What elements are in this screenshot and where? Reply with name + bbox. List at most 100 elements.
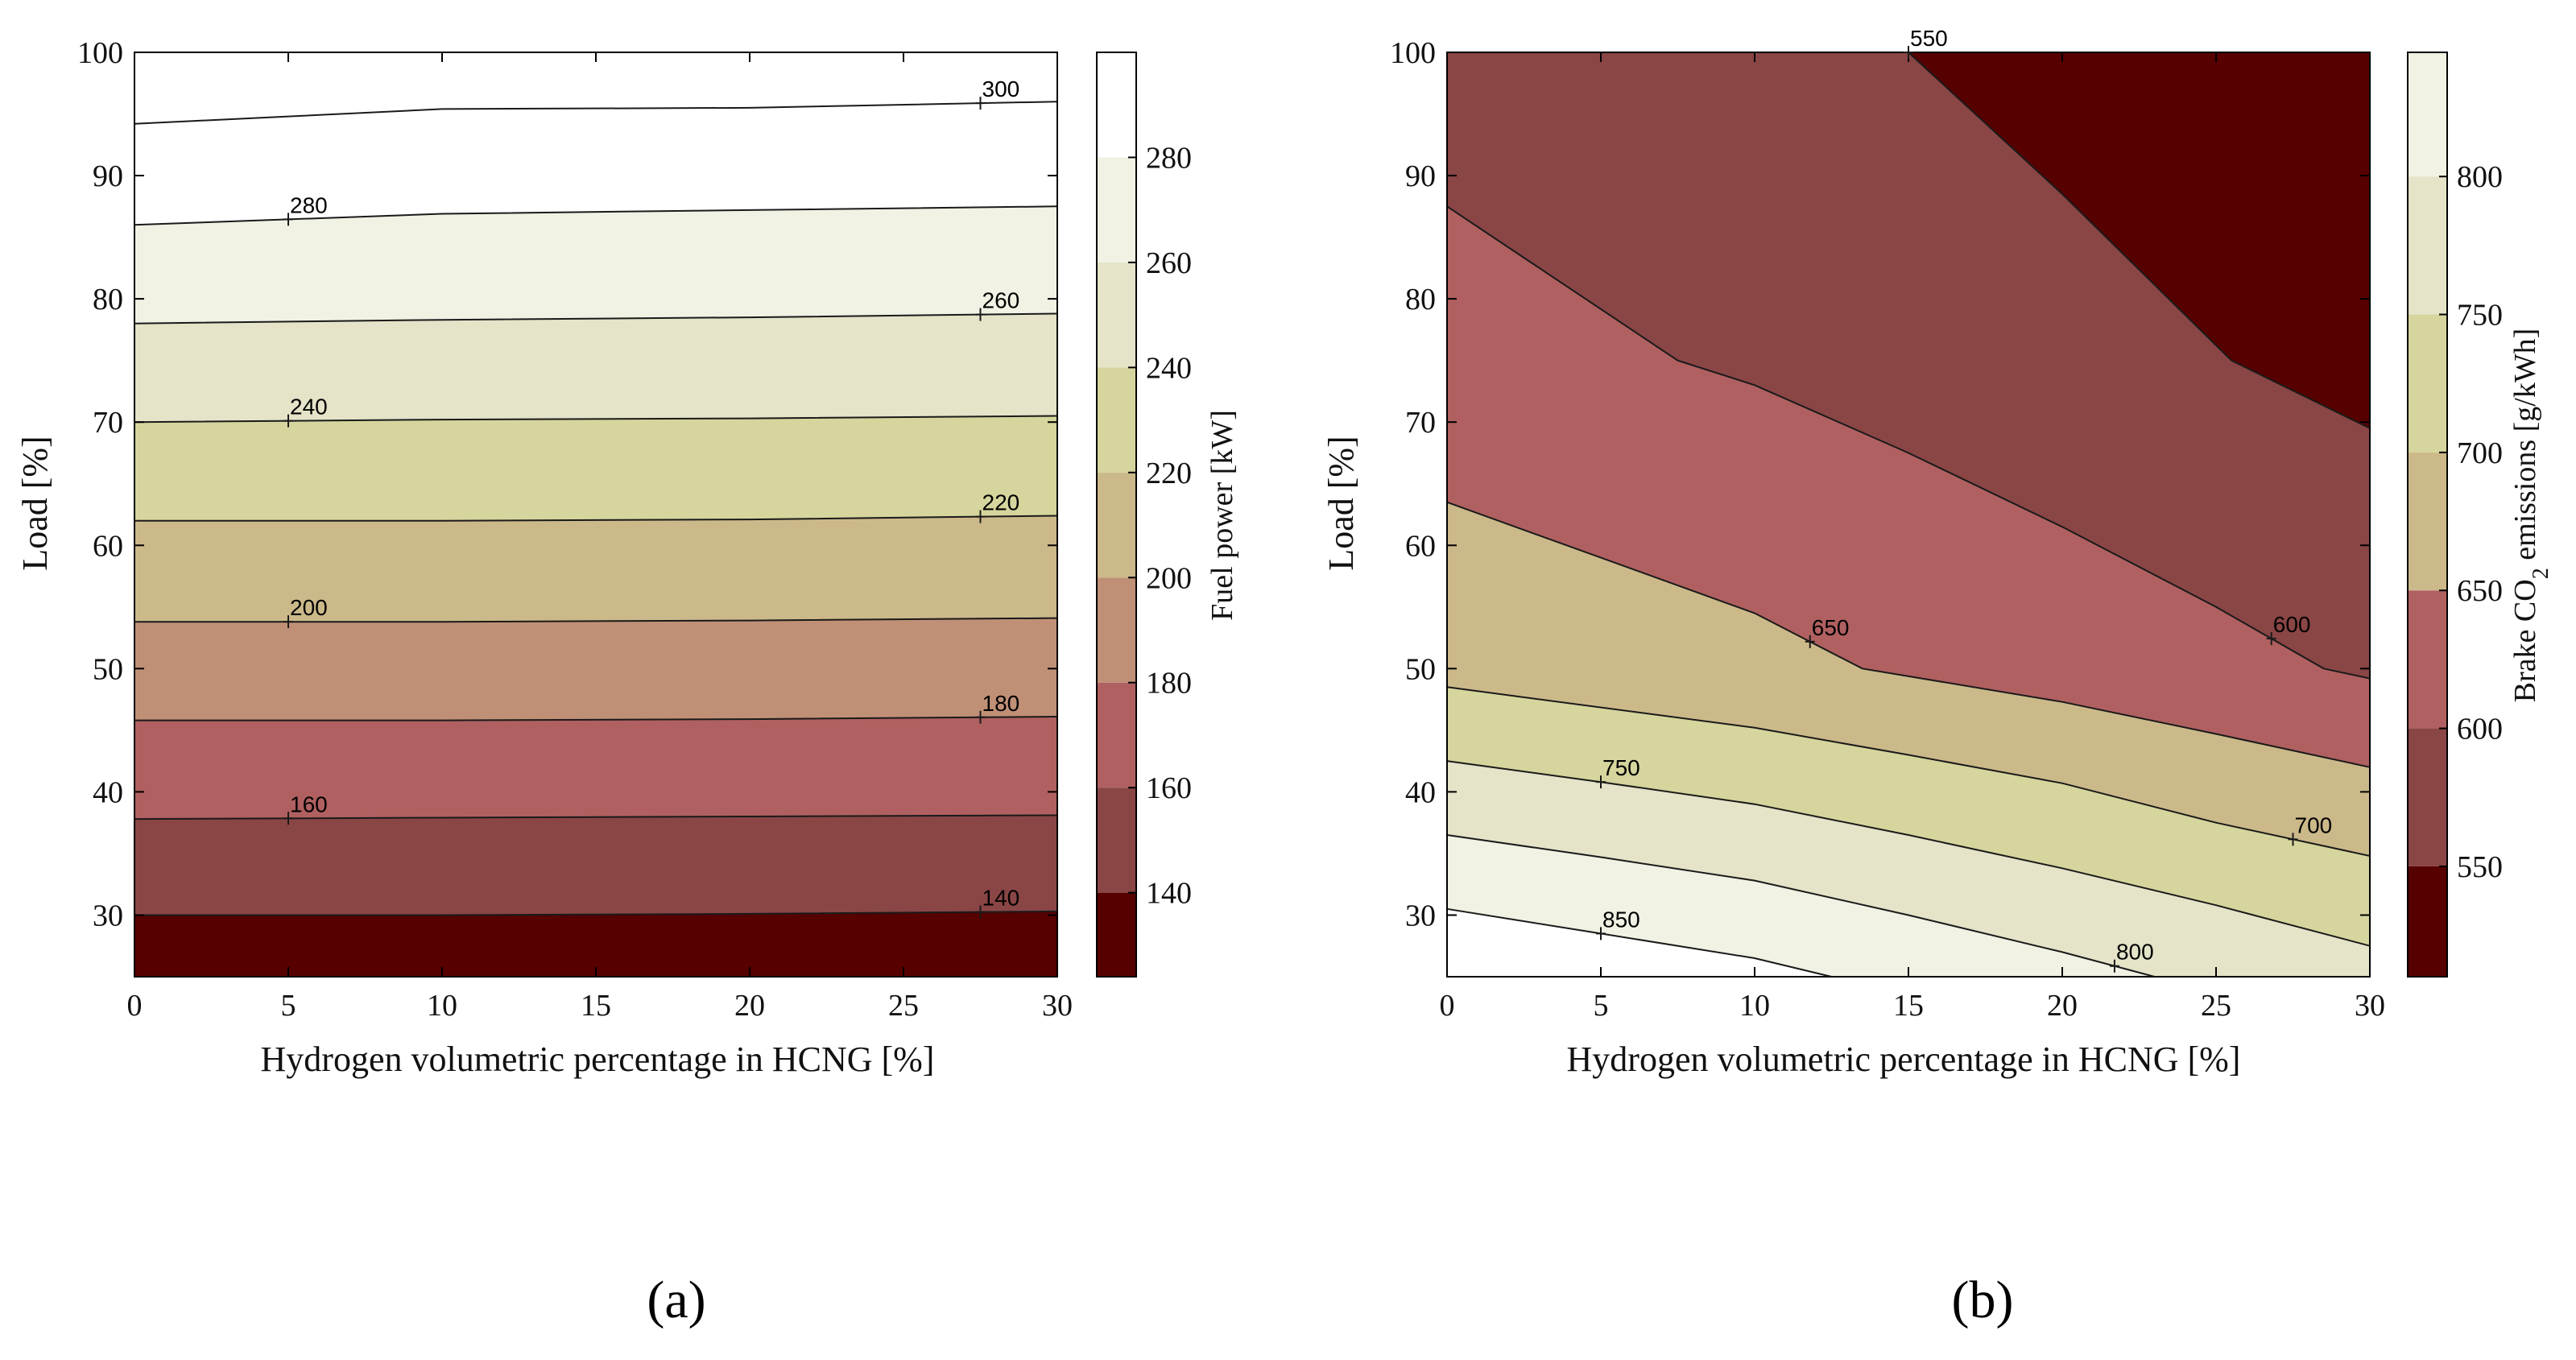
panel-b-y-ticks: 30 40 50 60 70 80 90 100 [1390,36,2370,932]
contour-line-550 [1908,52,2371,429]
colorbar-label-part-1: Brake CO [2508,579,2542,702]
colorbar-frame [1096,52,1137,978]
y-tick-label-90: 90 [93,159,123,193]
colorbar-segment-5 [2408,176,2447,315]
panel-b-colorbar: 550 600 650 700 750 800 [2407,52,2503,978]
contour-label-marker-700 [2288,833,2298,846]
colorbar-segment-4 [2408,314,2447,453]
contour-label-marker-140 [975,905,986,919]
y-tick-label-80: 80 [1405,283,1436,316]
colorbar-tick-label-280: 280 [1146,141,1192,175]
y-tick-label-50: 50 [93,652,123,686]
contour-label-240: 240 [290,395,328,420]
contour-line-600 [1446,205,2371,680]
colorbar-segment-3 [2408,452,2447,591]
panel-a-contour-fills [134,52,1057,978]
y-tick-label-30: 30 [93,899,123,932]
contour-label-650: 650 [1812,615,1850,640]
colorbar-label-subscript: 2 [2528,568,2553,579]
contour-label-marker-160 [283,812,293,825]
x-tick-label-25: 25 [2201,989,2231,1023]
x-tick-label-5: 5 [1594,989,1609,1023]
x-tick-label-0: 0 [127,989,143,1023]
contour-label-550: 550 [1910,26,1948,51]
contour-line-180 [134,716,1058,721]
contour-label-280: 280 [290,192,328,217]
contour-label-marker-300 [975,97,986,110]
panel-a-x-axis-label: Hydrogen volumetric percentage in HCNG [… [261,1040,935,1079]
contour-line-220 [134,515,1058,522]
contour-label-160: 160 [290,792,328,816]
colorbar-segment-6 [1097,262,1136,368]
colorbar-tick-label-220: 220 [1146,457,1192,490]
panel-a-label: (a) [647,1271,705,1329]
y-tick-label-80: 80 [93,283,123,316]
panel-a-x-ticks: 0 5 10 15 20 25 30 [127,52,1073,1023]
contour-label-260: 260 [982,288,1020,313]
contour-label-750: 750 [1602,755,1640,780]
y-tick-label-90: 90 [1405,159,1436,193]
contour-line-260 [134,312,1058,324]
colorbar-tick-label-650: 650 [2457,574,2503,608]
contour-band-850 [1447,908,1832,977]
colorbar-frame [2407,52,2448,978]
contour-line-650 [1446,501,2371,768]
x-tick-label-10: 10 [427,989,457,1023]
colorbar-segment-7 [1097,157,1136,262]
colorbar-segment-0 [1097,892,1136,977]
panel-b-y-axis-label: Load [%] [1321,436,1361,570]
contour-line-140 [134,910,1058,916]
panel-a-contour-labels: 140 160 180 200 220 240 260 280 300 [283,76,1019,919]
x-tick-label-15: 15 [1893,989,1924,1023]
contour-line-300 [134,101,1058,125]
x-tick-label-15: 15 [581,989,611,1023]
colorbar-tick-label-240: 240 [1146,351,1192,385]
contour-label-marker-240 [283,414,293,428]
x-tick-label-5: 5 [281,989,296,1023]
x-tick-label-20: 20 [2047,989,2078,1023]
x-tick-label-0: 0 [1440,989,1455,1023]
contour-label-marker-550 [1904,46,1913,59]
colorbar-tick-label-550: 550 [2457,850,2503,884]
panel-a-colorbar: 140 160 180 200 220 240 260 280 [1096,52,1192,978]
contour-label-marker-260 [975,308,986,321]
x-tick-label-25: 25 [888,989,919,1023]
x-tick-label-30: 30 [1042,989,1073,1023]
contour-label-800: 800 [2116,940,2154,965]
y-tick-label-50: 50 [1405,652,1436,686]
panel-a-y-axis-label: Load [%] [15,436,55,570]
contour-label-marker-180 [975,710,986,724]
contour-label-marker-750 [1596,775,1606,789]
colorbar-tick-label-260: 260 [1146,246,1192,280]
y-tick-label-100: 100 [77,36,123,70]
contour-line-850 [1446,907,1832,978]
y-tick-label-40: 40 [93,775,123,809]
panel-b: 0 5 10 15 20 25 30 30 40 50 60 70 80 90 100 550 600 650… [1321,26,2553,1329]
contour-label-marker-800 [2109,959,2119,973]
contour-label-300: 300 [982,76,1020,101]
colorbar-tick-label-160: 160 [1146,771,1192,805]
panel-b-contour-labels: 550 600 650 700 750 800 850 [1596,26,2332,973]
y-tick-label-70: 70 [1405,406,1436,440]
x-tick-label-30: 30 [2355,989,2385,1023]
colorbar-tick-label-600: 600 [2457,713,2503,746]
colorbar-segment-6 [2408,52,2447,177]
panel-b-contour-fills [1447,52,2370,977]
y-tick-label-30: 30 [1405,899,1436,932]
colorbar-tick-label-200: 200 [1146,561,1192,595]
colorbar-tick-label-800: 800 [2457,160,2503,194]
panel-a-y-ticks: 30 40 50 60 70 80 90 100 [77,36,1057,932]
y-tick-label-40: 40 [1405,775,1436,809]
panel-b-x-ticks: 0 5 10 15 20 25 30 [1440,52,2385,1023]
contour-label-marker-850 [1596,927,1606,940]
colorbar-segment-2 [2408,590,2447,729]
contour-band-140 [134,911,1057,977]
contour-label-marker-280 [283,213,293,226]
y-tick-label-70: 70 [93,406,123,440]
colorbar-tick-label-750: 750 [2457,299,2503,333]
panel-a-colorbar-label: Fuel power [kW] [1205,410,1239,621]
contour-line-700 [1446,686,2371,857]
contour-label-marker-650 [1805,635,1815,648]
colorbar-tick-label-700: 700 [2457,436,2503,470]
colorbar-segment-2 [1097,682,1136,788]
